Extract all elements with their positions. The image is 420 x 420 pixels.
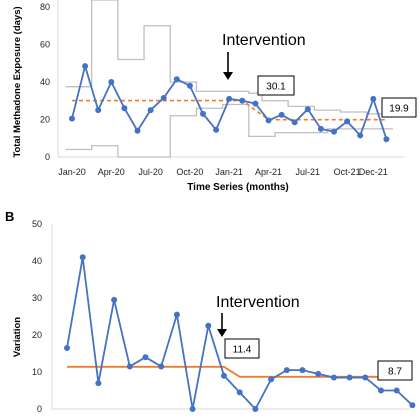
panel-a-control-limits — [65, 0, 393, 158]
panel-a-x-tick-Apr-21: Apr-21 — [255, 167, 282, 177]
panel-b-y-axis-title: Variation — [12, 317, 23, 357]
panel-a-mean-line — [72, 99, 387, 121]
panel-a-point — [82, 63, 89, 70]
panel-b-point — [205, 322, 212, 329]
panel-b-mean-label-after: 8.7 — [388, 367, 402, 378]
panel-b-point — [283, 367, 290, 374]
panel-a-point — [213, 126, 220, 133]
panel-a-point — [226, 95, 233, 102]
panel-b-mean-box-before — [224, 338, 260, 359]
panel-b-series-line — [66, 257, 414, 411]
panel-b-point — [95, 380, 102, 387]
panel-a-point — [317, 125, 324, 132]
panel-a-point — [383, 136, 390, 143]
panel-b-point — [268, 376, 275, 383]
panel-b-y-tick-10: 10 — [32, 367, 42, 377]
panel-a-x-tick-Oct-20: Oct-20 — [176, 167, 203, 177]
panel-a-point — [95, 107, 102, 114]
panel-b-point — [142, 354, 149, 361]
panel-b-point — [346, 374, 353, 381]
panel-b-mean-label-before: 11.4 — [233, 345, 252, 356]
panel-b-point — [393, 387, 400, 394]
panel-b-chart: B 0 10 20 30 40 50 Variation Intervention 11.… — [5, 209, 416, 414]
panel-a-point — [357, 132, 364, 139]
panel-a-y-tick-60: 60 — [40, 40, 50, 50]
panel-b-mean-line — [67, 365, 413, 378]
panel-b-point — [189, 406, 196, 412]
panel-a-series — [69, 62, 390, 143]
panel-a-mean-box-after — [381, 97, 417, 118]
panel-b-y-tick-30: 30 — [32, 293, 42, 303]
panel-a-point — [200, 110, 206, 117]
panel-b-point — [64, 344, 70, 351]
panel-a-y-tick-labels: 0 20 40 60 80 — [40, 2, 50, 162]
panel-a-point — [370, 95, 377, 102]
panel-b-point — [252, 406, 259, 412]
panel-a-point — [173, 76, 180, 83]
panel-b-point — [173, 311, 180, 318]
panel-a-chart: 0 20 40 60 80 Jan-20 Apr-20 Jul-20 Oct-20 Jan-21… — [12, 0, 417, 193]
panel-a-x-tick-Jan-20: Jan-20 — [58, 167, 86, 177]
panel-a-x-tick-Jul-21: Jul-21 — [296, 167, 321, 177]
panel-a-y-axis-title: Total Methadone Exposure (days) — [12, 6, 23, 157]
panel-a-point — [108, 79, 115, 85]
panel-a-point — [160, 94, 167, 101]
panel-b-point — [221, 372, 227, 379]
panel-a-point — [147, 107, 154, 114]
panel-b-point — [409, 402, 416, 409]
panel-a-y-tick-0: 0 — [45, 152, 50, 162]
panel-a-point — [304, 106, 311, 113]
panel-b-mean-box-after — [377, 360, 413, 381]
panel-b-mean-path — [67, 365, 413, 378]
panel-a-point — [331, 128, 337, 135]
panel-b-point — [299, 367, 306, 374]
panel-a-y-tick-40: 40 — [40, 77, 50, 87]
panel-a-x-tick-Dec-21: Dec-21 — [359, 167, 388, 177]
panel-a-point — [265, 117, 272, 124]
panel-b-y-tick-50: 50 — [32, 219, 42, 229]
panel-b-intervention-label: Intervention — [216, 294, 300, 311]
panel-a-y-tick-20: 20 — [40, 115, 50, 125]
panel-a-x-axis-title: Time Series (months) — [187, 182, 289, 193]
panel-a-point — [344, 118, 351, 125]
panel-a-mean-path — [72, 99, 387, 121]
panel-a-x-tick-labels: Jan-20 Apr-20 Jul-20 Oct-20 Jan-21 Apr-21 Jul-… — [58, 167, 388, 177]
panel-a-x-tick-Jan-21: Jan-21 — [215, 167, 243, 177]
panel-a-point — [252, 100, 259, 107]
panel-b-point — [79, 254, 86, 261]
panel-a-mean-label-before: 30.1 — [266, 82, 286, 93]
panel-a-intervention-label: Intervention — [222, 32, 306, 49]
panel-a-x-tick-Jul-20: Jul-20 — [138, 167, 163, 177]
panel-b-point — [158, 363, 165, 370]
panel-b-point — [236, 389, 243, 396]
panel-a-point — [239, 97, 246, 104]
panel-a-upper-limit — [65, 0, 393, 115]
panel-b-series — [64, 254, 416, 412]
panel-a-mean-box-before — [257, 75, 295, 96]
panel-a-point — [278, 111, 285, 118]
panel-b-point — [111, 296, 118, 303]
panel-b-point — [126, 363, 133, 370]
panel-b-y-tick-20: 20 — [32, 330, 42, 340]
panel-a-point — [291, 119, 298, 126]
panel-a-point — [134, 127, 141, 134]
panel-b-point — [330, 374, 337, 381]
panel-b-intervention-arrow — [217, 313, 227, 337]
panel-a-y-tick-80: 80 — [40, 2, 50, 12]
panel-b-y-tick-40: 40 — [32, 256, 42, 266]
panel-b-letter: B — [5, 209, 14, 224]
panel-a-point — [186, 82, 193, 89]
panel-b-point — [315, 370, 322, 377]
panel-b-point — [362, 374, 369, 381]
panel-a-x-tick-Apr-20: Apr-20 — [98, 167, 125, 177]
panel-b-point — [378, 387, 384, 394]
panel-a-x-tick-Oct-21: Oct-21 — [334, 167, 361, 177]
panel-b-y-tick-labels: 0 10 20 30 40 50 — [32, 219, 42, 414]
panel-b-y-tick-0: 0 — [37, 404, 42, 414]
panel-a-intervention-arrow — [223, 52, 233, 80]
panel-a-mean-label-after: 19.9 — [389, 104, 409, 115]
panel-a-point — [69, 115, 75, 122]
panel-a-point — [121, 105, 128, 112]
